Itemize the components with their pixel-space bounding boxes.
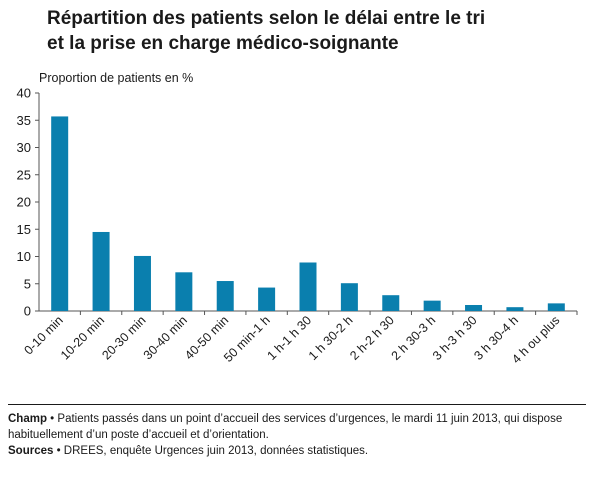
x-tick-label: 30-40 min xyxy=(141,313,190,362)
bar xyxy=(423,300,441,311)
chart-title-line-1: Répartition des patients selon le délai … xyxy=(47,8,486,29)
x-tick-label: 1 h-1 h 30 xyxy=(264,313,314,363)
x-tick-label: 20-30 min xyxy=(99,313,148,362)
champ-text: • Patients passés dans un point d’accuei… xyxy=(8,413,563,441)
bar xyxy=(340,283,358,311)
sources-text: • DREES, enquête Urgences juin 2013, don… xyxy=(53,445,369,457)
y-tick-label: 30 xyxy=(17,140,31,155)
bar xyxy=(51,116,69,311)
y-tick-label: 35 xyxy=(17,113,31,128)
x-tick-label: 10-20 min xyxy=(58,313,107,362)
bar xyxy=(92,231,110,311)
y-tick-label: 15 xyxy=(17,222,31,237)
x-tick-label: 1 h 30-2 h xyxy=(306,313,356,363)
champ-label: Champ xyxy=(8,413,47,425)
chart-footer: Champ • Patients passés dans un point d’… xyxy=(8,404,586,459)
bar xyxy=(133,255,151,311)
chart-title: Répartition des patients selon le délai … xyxy=(47,6,567,56)
footer-champ: Champ • Patients passés dans un point d’… xyxy=(8,411,586,443)
bar xyxy=(175,272,193,311)
y-tick-label: 20 xyxy=(17,195,31,210)
x-tick-label: 2 h-2 h 30 xyxy=(347,313,397,363)
x-tick-label: 3 h-3 h 30 xyxy=(430,313,480,363)
chart-title-line-2: et la prise en charge médico-soignante xyxy=(47,33,399,54)
y-axis-label: Proportion de patients en % xyxy=(39,71,194,85)
sources-label: Sources xyxy=(8,445,54,457)
bar xyxy=(216,281,234,311)
x-tick-label: 2 h 30-3 h xyxy=(389,313,439,363)
bar xyxy=(382,295,400,311)
bar xyxy=(299,262,317,311)
bar xyxy=(465,305,483,311)
y-tick-label: 40 xyxy=(17,86,31,101)
y-tick-label: 25 xyxy=(17,167,31,182)
y-tick-label: 5 xyxy=(24,276,31,291)
y-tick-label: 10 xyxy=(17,249,31,264)
y-tick-label: 0 xyxy=(24,304,31,319)
bar xyxy=(258,287,276,311)
bar xyxy=(547,303,565,311)
bar xyxy=(506,307,524,311)
footer-sources: Sources • DREES, enquête Urgences juin 2… xyxy=(8,443,586,459)
